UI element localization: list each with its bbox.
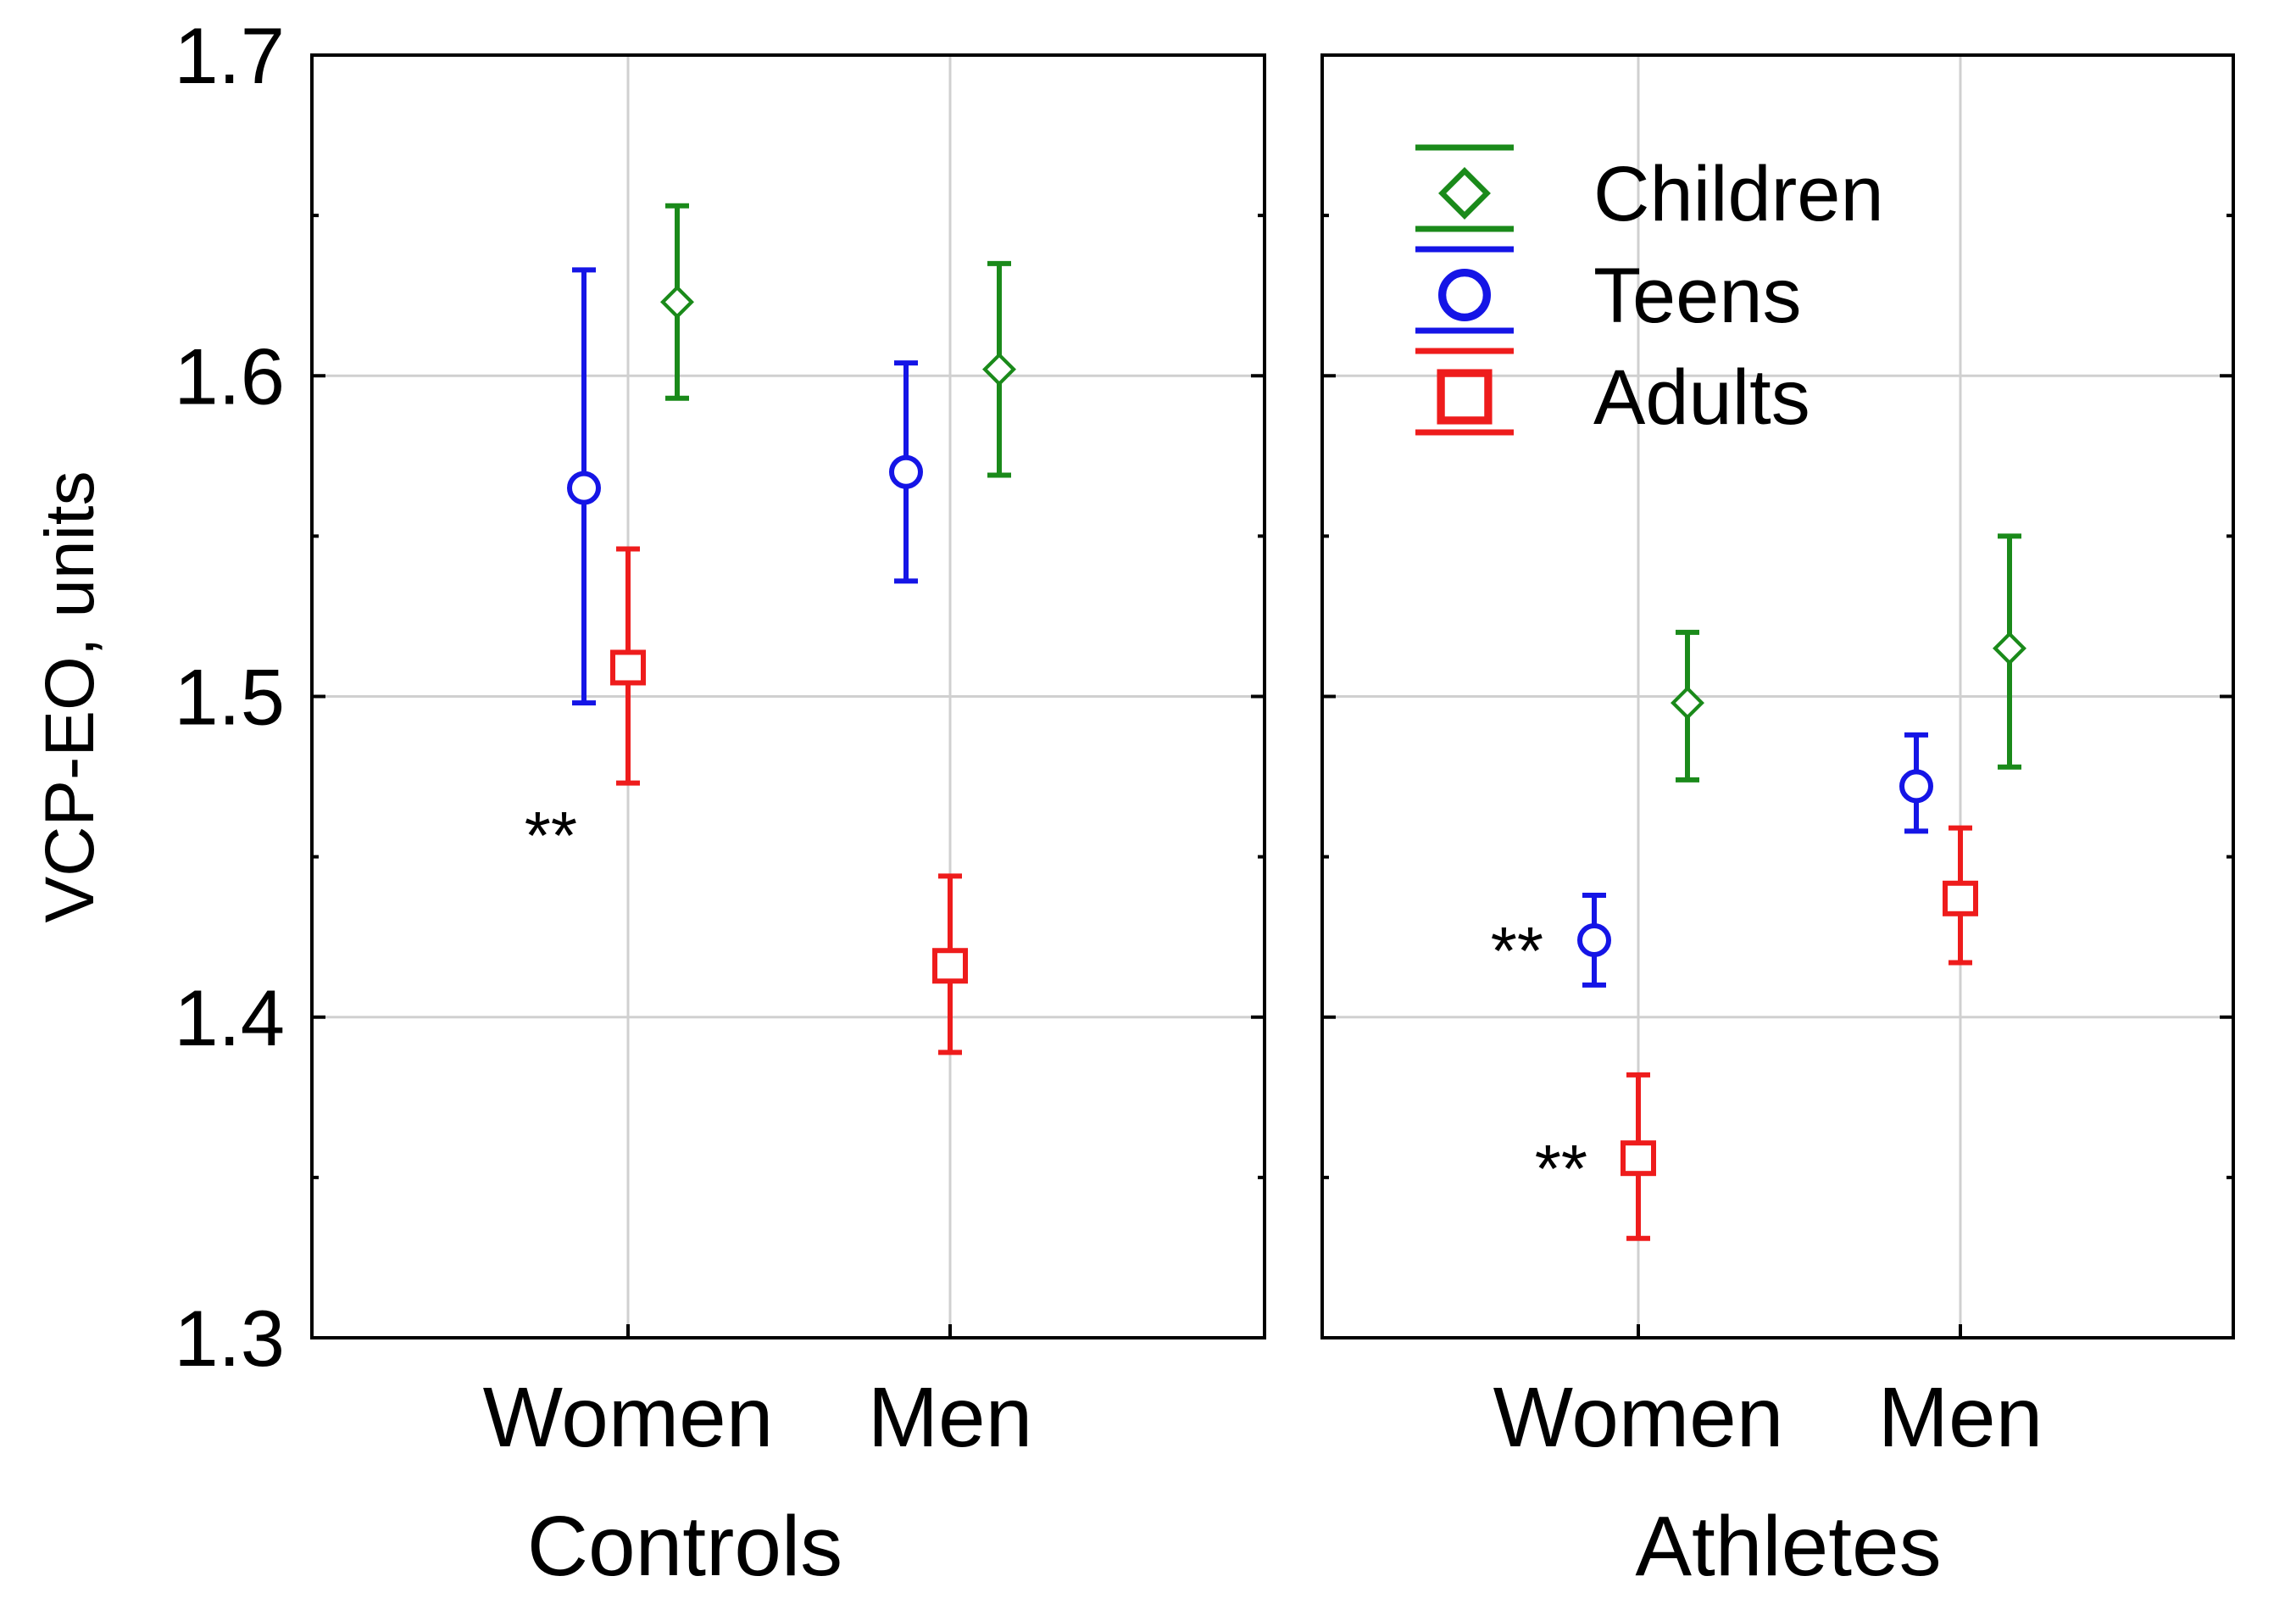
teens-point <box>1899 769 1933 804</box>
x-tick-label: Women <box>483 1370 774 1465</box>
significance-marker: ** <box>525 798 577 873</box>
adults-point <box>1943 880 1978 916</box>
adults-point <box>610 649 646 686</box>
x-tick-label: Women <box>1493 1370 1784 1465</box>
label-layer: 1.3 1.4 1.5 1.6 1.7 VCP-EO, units Women Men Cont… <box>31 11 2043 1594</box>
group-label-athletes: Athletes <box>1635 1499 1941 1594</box>
adults-point <box>932 948 968 984</box>
legend-children-marker <box>1438 167 1491 220</box>
group-label-controls: Controls <box>527 1499 842 1594</box>
adults-point <box>1621 1140 1656 1177</box>
data-layer <box>567 203 2026 1241</box>
children-point <box>982 352 1016 387</box>
legend-children-label: Children <box>1593 151 1884 237</box>
legend-teens-label: Teens <box>1593 253 1802 339</box>
legend-teens-marker <box>1438 268 1492 321</box>
significance-marker: ** <box>1491 913 1543 989</box>
children-point <box>660 285 694 320</box>
legend: Children Teens Adults <box>1415 144 1884 441</box>
y-tick-label: 1.3 <box>174 1294 285 1383</box>
teens-point <box>1577 922 1611 957</box>
grid-layer <box>312 55 2233 1338</box>
y-tick-label: 1.7 <box>174 11 285 100</box>
significance-marker: ** <box>1535 1131 1587 1206</box>
x-tick-label: Men <box>868 1370 1033 1465</box>
y-tick-label: 1.4 <box>174 973 285 1062</box>
children-point <box>1671 686 1704 721</box>
y-axis-label: VCP-EO, units <box>31 471 108 922</box>
legend-adults-label: Adults <box>1593 354 1810 441</box>
y-tick-label: 1.6 <box>174 331 285 420</box>
tick-layer <box>312 53 2233 1339</box>
y-tick-label: 1.5 <box>174 653 285 742</box>
x-tick-label: Men <box>1878 1370 2043 1465</box>
teens-point <box>889 454 923 489</box>
legend-adults-marker <box>1437 369 1493 425</box>
teens-point <box>567 471 601 505</box>
children-point <box>1993 631 2026 666</box>
